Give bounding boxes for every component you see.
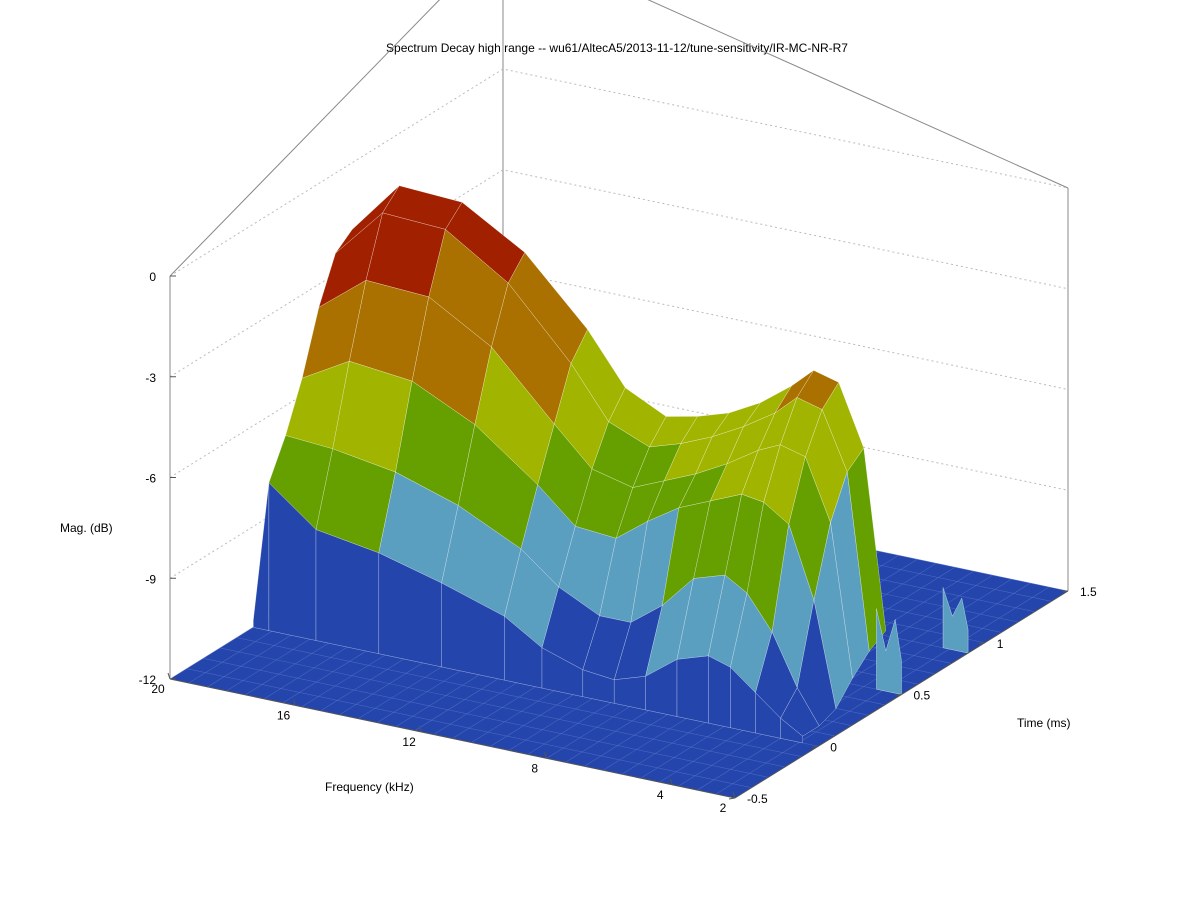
y-tick-label: -0.5 (747, 792, 768, 806)
x-tick-label: 4 (657, 788, 664, 802)
z-tick-label: -6 (145, 472, 156, 486)
floor-gridline (203, 658, 769, 778)
x-tick-label: 12 (402, 735, 416, 749)
y-tick-label: 1.5 (1080, 585, 1097, 599)
x-tick-label: 8 (531, 761, 538, 775)
x-tick-label: 16 (277, 708, 291, 722)
axis-edge-top-left (169, 0, 440, 277)
z-tick-label: -12 (139, 673, 157, 687)
chart-title: Spectrum Decay high range -- wu61/AltecA… (386, 41, 848, 55)
surface-front-curtain (676, 655, 709, 724)
surface-front-curtain (780, 717, 803, 744)
z-gridline (169, 169, 1069, 378)
x-axis-label: Frequency (kHz) (325, 780, 414, 794)
decay-surface (252, 185, 969, 744)
z-tick-label: -9 (145, 572, 156, 586)
y-tick-label: 0.5 (914, 689, 931, 703)
axis-line-frequency (169, 678, 736, 799)
y-tick-mark (812, 745, 819, 748)
axis-ticks: 20 16 12 8 4 2 -0.5 0 0.5 1 1.5 0 -3 -6 -9 -12 (139, 270, 1097, 815)
surface-front-curtain (253, 482, 270, 631)
z-tick-label: -3 (145, 371, 156, 385)
y-tick-mark (895, 694, 902, 696)
y-tick-label: 1 (997, 637, 1004, 651)
z-axis-label: Mag. (dB) (60, 521, 113, 535)
floor-gridline (219, 647, 786, 768)
x-tick-mark (167, 672, 171, 680)
x-tick-label: 20 (151, 682, 165, 696)
x-tick-mark (293, 699, 297, 706)
x-tick-mark (418, 725, 422, 733)
axis-edge-top-back (647, 0, 1069, 189)
z-tick-label: 0 (149, 270, 156, 284)
y-tick-mark (1061, 590, 1069, 593)
x-tick-label: 2 (720, 801, 727, 815)
x-tick-mark (544, 752, 548, 759)
z-gridline (169, 68, 1069, 277)
floor-gridline (186, 668, 752, 788)
y-tick-mark (728, 797, 736, 800)
y-axis-label: Time (ms) (1017, 716, 1071, 730)
floor-gridline (236, 637, 802, 757)
x-tick-mark (669, 778, 673, 785)
z-gridline (169, 269, 1069, 478)
x-tick-mark (732, 791, 736, 799)
surface-front-curtain (708, 655, 731, 729)
y-tick-mark (978, 642, 985, 645)
y-tick-label: 0 (830, 740, 837, 754)
